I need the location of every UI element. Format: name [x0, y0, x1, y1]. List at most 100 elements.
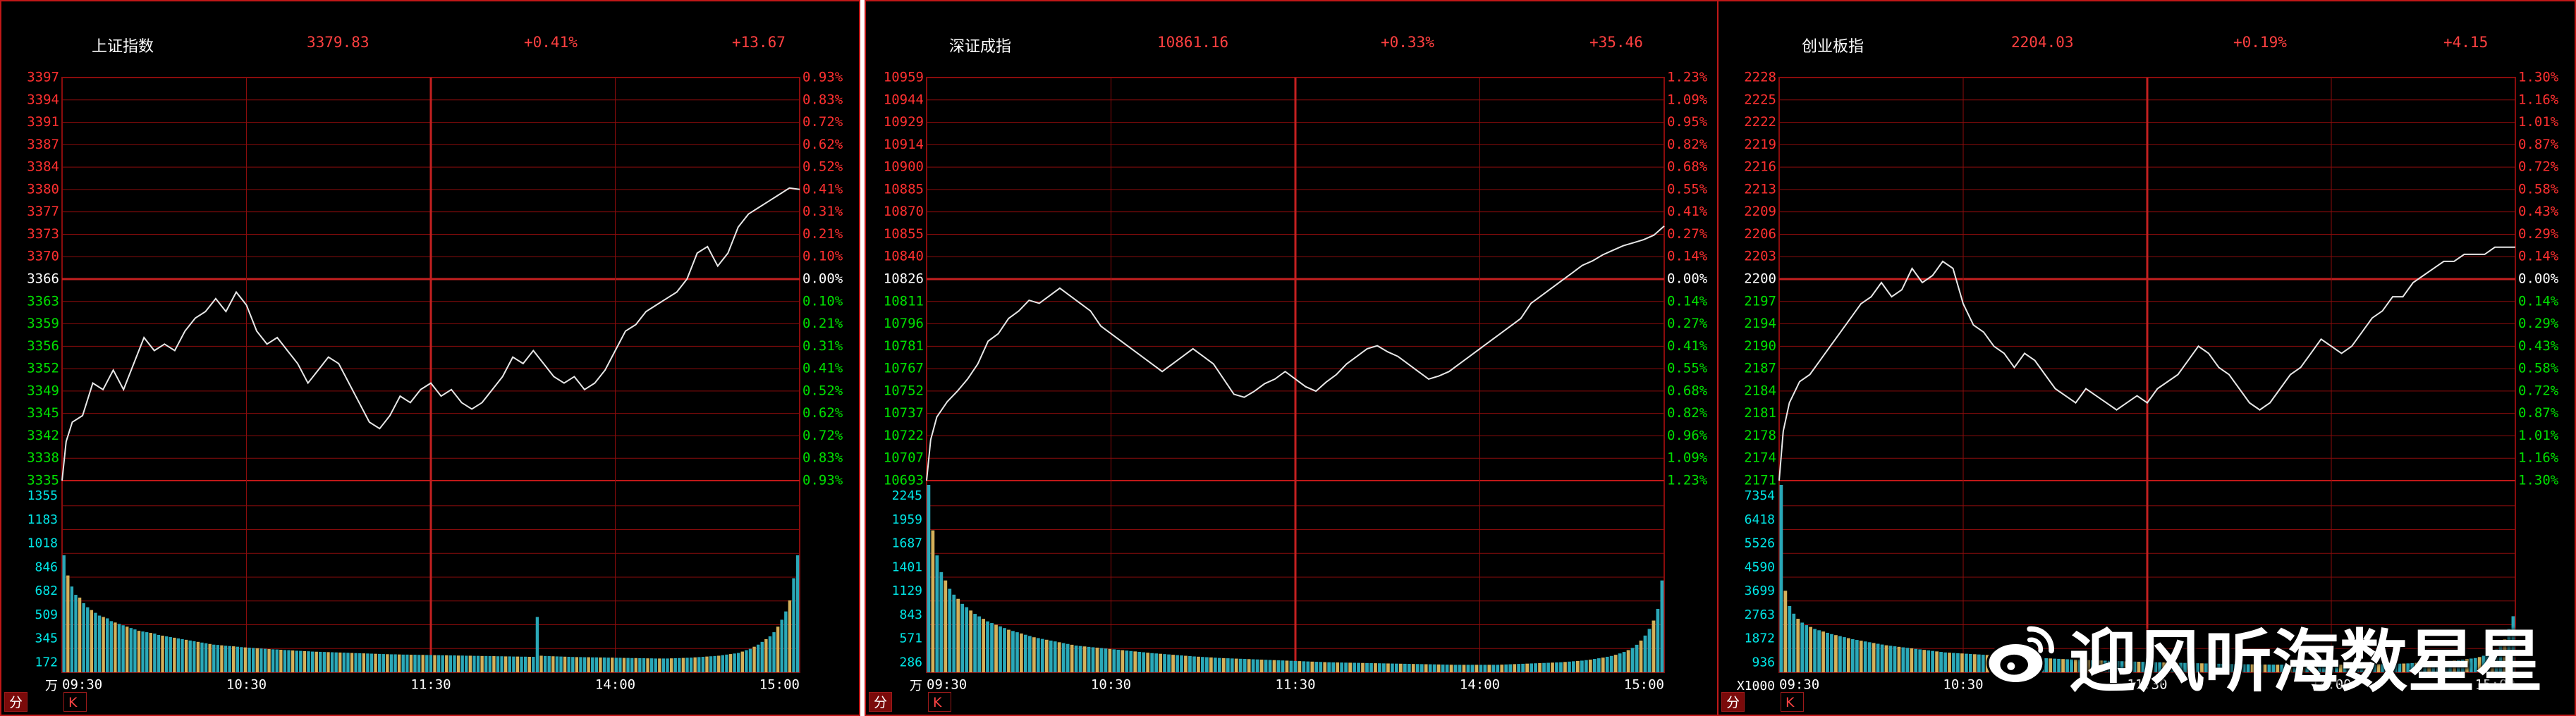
volume-bar — [1378, 663, 1381, 672]
volume-bar — [1453, 665, 1458, 672]
volume-bar — [1491, 665, 1496, 672]
volume-tick-label: 6418 — [1745, 512, 1775, 527]
price-tick-label: 10781 — [884, 338, 924, 354]
volume-bar — [1336, 662, 1340, 672]
volume-bar — [1601, 658, 1605, 672]
volume-bar — [484, 655, 488, 672]
volume-bar — [1247, 659, 1251, 672]
volume-bar — [1340, 662, 1344, 672]
volume-bar — [1922, 650, 1927, 672]
volume-bar — [2351, 665, 2355, 672]
volume-bar — [508, 656, 511, 672]
volume-bar — [1023, 634, 1027, 672]
volume-bar — [658, 658, 661, 672]
price-tick-label: 10944 — [884, 92, 924, 107]
volume-bar — [1809, 626, 1813, 672]
volume-bar — [2132, 661, 2137, 672]
volume-bar — [1470, 665, 1475, 672]
pct-tick-label: 0.27% — [1667, 226, 1708, 242]
volume-bar — [496, 656, 500, 672]
volume-bar — [322, 652, 326, 672]
volume-bar — [1563, 662, 1567, 672]
price-tick-label: 3342 — [27, 428, 59, 443]
volume-bar — [1826, 632, 1829, 672]
volume-bar — [2473, 658, 2477, 672]
volume-bar — [2162, 662, 2166, 672]
volume-bar — [121, 625, 125, 672]
volume-bar — [1293, 660, 1298, 672]
volume-bar — [117, 624, 121, 672]
volume-bar — [2158, 662, 2162, 672]
volume-bar — [2376, 664, 2381, 672]
volume-bar — [283, 650, 287, 672]
volume-bar — [1226, 658, 1230, 672]
tab-kline[interactable]: K线图 — [928, 692, 951, 712]
volume-bar — [1893, 646, 1897, 672]
volume-bar — [1872, 643, 1876, 672]
volume-bar — [2343, 665, 2347, 672]
volume-bar — [2368, 664, 2372, 672]
volume-bar — [1104, 648, 1108, 672]
pct-tick-label: 1.23% — [1667, 473, 1708, 488]
tab-intraday[interactable]: 分时图 — [4, 692, 28, 712]
volume-bar — [2293, 665, 2297, 672]
volume-bar — [2280, 665, 2284, 672]
volume-bar — [2233, 664, 2238, 672]
volume-bar — [1314, 662, 1319, 672]
volume-bar — [1036, 638, 1040, 672]
volume-bar — [97, 615, 102, 672]
volume-tick-label: 4590 — [1745, 560, 1775, 574]
volume-bar — [354, 653, 358, 672]
price-tick-label: 2219 — [1744, 137, 1776, 152]
volume-tick-label: 7354 — [1745, 488, 1775, 503]
volume-bar — [212, 644, 216, 672]
volume-bar — [1281, 660, 1285, 672]
volume-bar — [1099, 648, 1104, 672]
volume-bar — [315, 651, 318, 672]
volume-bar — [149, 633, 152, 672]
volume-bar — [480, 655, 484, 672]
volume-bar — [539, 655, 543, 672]
volume-bar — [1133, 651, 1137, 672]
volume-bar — [523, 656, 527, 672]
pct-tick-label: 1.16% — [2518, 450, 2559, 466]
pct-tick-label: 1.01% — [2518, 114, 2559, 130]
weibo-icon — [1986, 626, 2054, 685]
tab-intraday[interactable]: 分时图 — [1721, 692, 1745, 712]
volume-bar — [409, 655, 413, 672]
volume-bar — [999, 626, 1002, 672]
volume-bar — [1348, 662, 1352, 672]
volume-bar — [2415, 662, 2419, 672]
volume-bar — [2436, 661, 2439, 672]
volume-bar — [1981, 655, 1985, 672]
volume-bar — [386, 654, 389, 672]
volume-bar — [173, 637, 176, 672]
tab-intraday[interactable]: 分时图 — [869, 692, 893, 712]
volume-bar — [1521, 663, 1525, 672]
volume-bar — [678, 658, 681, 672]
tab-kline[interactable]: K线图 — [63, 692, 87, 712]
pct-tick-label: 0.87% — [2518, 405, 2559, 421]
volume-bar — [1032, 637, 1036, 672]
volume-bar — [279, 650, 283, 672]
volume-bar — [788, 600, 792, 672]
price-tick-label: 2203 — [1744, 249, 1776, 264]
volume-bar — [2393, 663, 2398, 672]
tab-kline[interactable]: K线图 — [1781, 692, 1804, 712]
volume-bar — [535, 617, 539, 672]
volume-bar — [453, 655, 456, 672]
volume-bar — [555, 656, 559, 672]
volume-bar — [1876, 643, 1880, 672]
volume-tick-label: 571 — [899, 631, 922, 646]
volume-bar — [1188, 656, 1192, 672]
volume-bar — [350, 653, 354, 672]
volume-bar — [780, 619, 783, 672]
pct-tick-label: 0.21% — [802, 226, 843, 242]
price-tick-label: 10767 — [884, 361, 924, 376]
volume-bar — [1441, 664, 1445, 672]
pct-tick-label: 0.00% — [802, 271, 843, 287]
volume-bar — [2061, 659, 2065, 672]
volume-bar — [303, 650, 307, 672]
volume-bar — [1184, 655, 1188, 672]
volume-bar — [956, 598, 960, 672]
